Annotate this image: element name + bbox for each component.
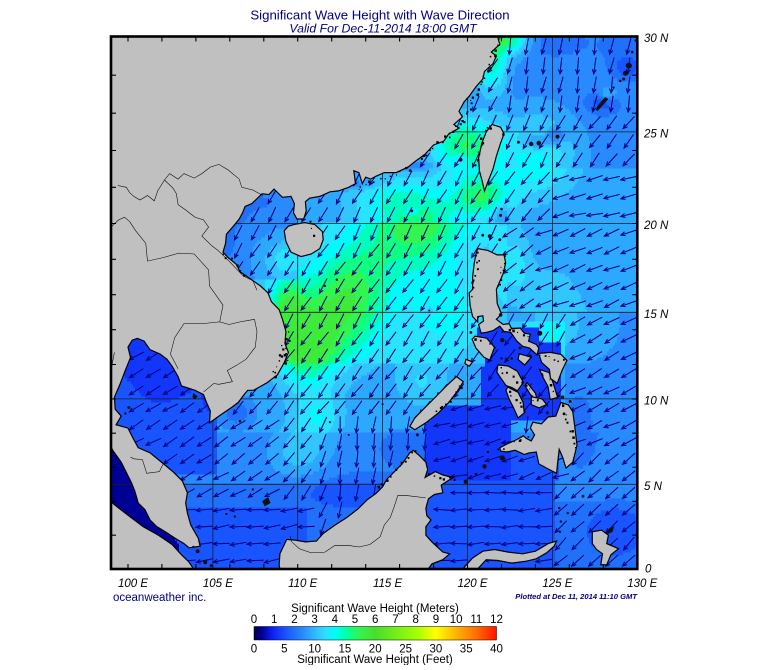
svg-text:120 E: 120 E: [457, 578, 487, 590]
svg-text:7: 7: [392, 614, 398, 626]
svg-text:10: 10: [308, 644, 321, 656]
svg-text:11: 11: [470, 614, 482, 626]
svg-text:10: 10: [450, 614, 463, 626]
svg-text:30 N: 30 N: [644, 33, 669, 45]
svg-text:15: 15: [339, 644, 352, 656]
svg-text:3: 3: [311, 614, 317, 626]
svg-text:5 N: 5 N: [644, 481, 663, 493]
svg-text:115 E: 115 E: [373, 578, 403, 590]
svg-text:20: 20: [369, 644, 382, 656]
svg-text:10 N: 10 N: [644, 395, 669, 407]
svg-text:100 E: 100 E: [118, 578, 148, 590]
svg-text:5: 5: [352, 614, 358, 626]
svg-text:8: 8: [412, 614, 418, 626]
svg-text:Significant Wave Height (Meter: Significant Wave Height (Meters): [291, 603, 459, 615]
svg-text:130 E: 130 E: [627, 578, 657, 590]
svg-text:35: 35: [460, 644, 473, 656]
svg-text:30: 30: [430, 644, 443, 656]
svg-text:0: 0: [251, 644, 257, 656]
svg-text:1: 1: [271, 614, 277, 626]
svg-text:20 N: 20 N: [643, 220, 669, 232]
svg-text:25: 25: [399, 644, 412, 656]
svg-text:5: 5: [281, 644, 287, 656]
svg-text:4: 4: [332, 614, 339, 626]
svg-text:40: 40: [490, 644, 503, 656]
svg-text:2: 2: [291, 614, 297, 626]
svg-text:Plotted at Dec 11, 2014 11:10: Plotted at Dec 11, 2014 11:10 GMT: [515, 592, 638, 601]
svg-text:0: 0: [251, 614, 257, 626]
svg-text:9: 9: [433, 614, 439, 626]
svg-text:110 E: 110 E: [288, 578, 318, 590]
svg-text:oceanweather inc.: oceanweather inc.: [113, 592, 206, 604]
svg-text:6: 6: [372, 614, 378, 626]
svg-text:25 N: 25 N: [643, 128, 669, 140]
svg-text:Significant Wave Height (Feet): Significant Wave Height (Feet): [297, 654, 453, 665]
svg-text:0: 0: [645, 564, 652, 576]
svg-text:15 N: 15 N: [644, 309, 669, 321]
svg-text:Significant Wave Height with W: Significant Wave Height with Wave Direct…: [250, 8, 509, 23]
svg-text:105 E: 105 E: [203, 578, 233, 590]
svg-text:125 E: 125 E: [542, 578, 572, 590]
svg-text:Valid For Dec-11-2014 18:00 GM: Valid For Dec-11-2014 18:00 GMT: [289, 22, 478, 36]
svg-text:12: 12: [490, 614, 503, 626]
